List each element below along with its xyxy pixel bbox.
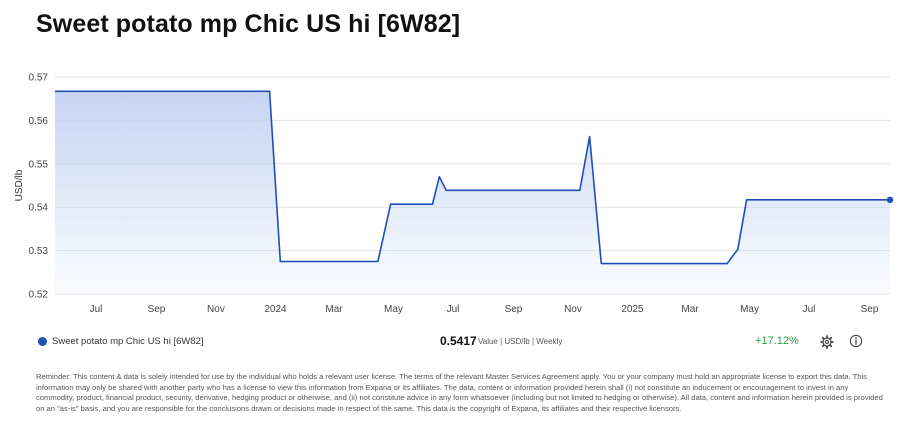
- x-axis-ticks: Jul Sep Nov 2024 Mar May Jul Sep Nov 2025 Mar May Ju…: [90, 304, 879, 315]
- x-tick-label: Mar: [681, 304, 699, 315]
- y-tick-label: 0.57: [29, 73, 49, 84]
- legend-change-percent: +17.12%: [755, 335, 799, 347]
- page-title: Sweet potato mp Chic US hi [6W82]: [36, 10, 461, 38]
- y-axis-ticks: 0.52 0.53 0.54 0.55 0.56 0.57: [29, 73, 49, 301]
- y-tick-label: 0.55: [29, 159, 49, 170]
- x-tick-label: Sep: [505, 304, 523, 315]
- series-area-fill: [55, 91, 890, 294]
- x-tick-label: 2024: [264, 304, 287, 315]
- gear-icon[interactable]: [820, 335, 834, 349]
- legend-meta: Value | USD/lb | Weekly: [478, 337, 563, 346]
- y-tick-label: 0.54: [29, 203, 49, 214]
- series-last-point: [886, 196, 894, 204]
- x-tick-label: Sep: [861, 304, 879, 315]
- x-tick-label: Nov: [207, 304, 225, 315]
- x-tick-label: May: [384, 304, 403, 315]
- x-tick-label: Jul: [803, 304, 816, 315]
- y-axis-label: USD/lb: [14, 169, 25, 201]
- legend-row: Sweet potato mp Chic US hi [6W82] 0.5417…: [0, 330, 900, 354]
- x-tick-label: May: [740, 304, 759, 315]
- y-tick-label: 0.56: [29, 116, 49, 127]
- legend-series-dot: [38, 337, 47, 346]
- legend-latest-value: 0.5417: [440, 334, 477, 348]
- series-area: [55, 91, 890, 294]
- price-chart: 0.52 0.53 0.54 0.55 0.56 0.57 Jul Sep Nov 2024 Ma…: [14, 73, 894, 315]
- series-line-path: [55, 90, 890, 265]
- series-line: [55, 90, 894, 265]
- y-tick-label: 0.52: [29, 290, 49, 301]
- x-tick-label: Sep: [148, 304, 166, 315]
- x-tick-label: Mar: [325, 304, 343, 315]
- x-tick-label: Jul: [90, 304, 103, 315]
- y-tick-label: 0.53: [29, 246, 49, 257]
- x-tick-label: Jul: [447, 304, 460, 315]
- disclaimer-text: Reminder: This content & data is solely …: [36, 372, 883, 413]
- x-tick-label: Nov: [564, 304, 582, 315]
- legend-series-name[interactable]: Sweet potato mp Chic US hi [6W82]: [52, 336, 204, 347]
- info-icon[interactable]: [849, 334, 863, 348]
- x-tick-label: 2025: [621, 304, 644, 315]
